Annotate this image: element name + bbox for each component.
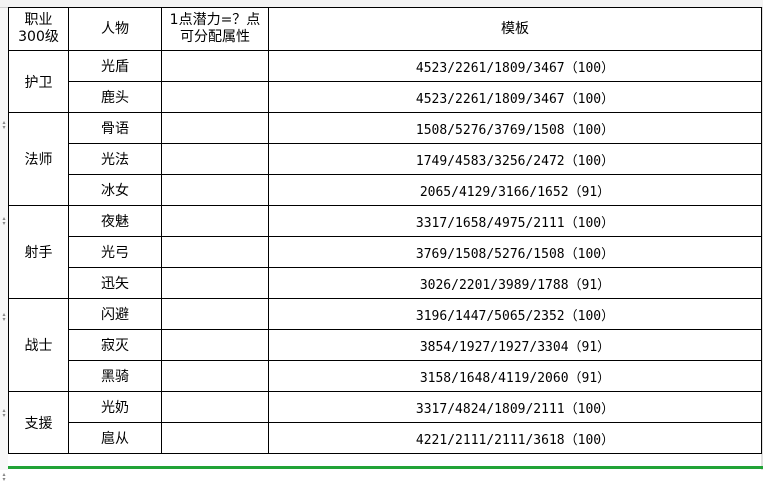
template-cell[interactable]: 2065/4129/3166/1652（91） <box>268 174 762 206</box>
template-cell[interactable]: 1749/4583/3256/2472（100） <box>268 143 762 175</box>
potential-cell[interactable] <box>161 205 269 237</box>
potential-cell[interactable] <box>161 360 269 392</box>
header-row: 职业 300级 人物 1点潜力=？点 可分配属性 模板 <box>8 7 762 51</box>
table-row: 迅矢 3026/2201/3989/1788（91） <box>9 267 762 299</box>
potential-cell[interactable] <box>161 391 269 423</box>
potential-cell[interactable] <box>161 50 269 82</box>
header-template[interactable]: 模板 <box>268 7 762 51</box>
character-cell[interactable]: 黑骑 <box>68 360 162 392</box>
potential-cell[interactable] <box>161 267 269 299</box>
character-cell[interactable]: 冰女 <box>68 174 162 206</box>
character-cell[interactable]: 扈从 <box>68 422 162 454</box>
header-job[interactable]: 职业 300级 <box>8 7 69 51</box>
character-cell[interactable]: 骨语 <box>68 112 162 144</box>
template-cell[interactable]: 3769/1508/5276/1508（100） <box>268 236 762 268</box>
job-cell[interactable]: 支援 <box>8 391 69 454</box>
potential-cell[interactable] <box>161 236 269 268</box>
character-template-table: 职业 300级 人物 1点潜力=？点 可分配属性 模板 护卫 光盾 4523/226… <box>8 7 762 454</box>
potential-cell[interactable] <box>161 298 269 330</box>
potential-cell[interactable] <box>161 174 269 206</box>
template-cell[interactable]: 1508/5276/3769/1508（100） <box>268 112 762 144</box>
table-row: 法师 骨语 1508/5276/3769/1508（100） <box>8 112 762 206</box>
character-cell[interactable]: 夜魅 <box>68 205 162 237</box>
table-row: 光弓 3769/1508/5276/1508（100） <box>9 236 762 268</box>
table-row: 战士 闪避 3196/1447/5065/2352（100） <box>8 298 762 392</box>
table-row: 护卫 光盾 4523/2261/1809/3467（100） <box>8 50 762 113</box>
template-cell[interactable]: 3196/1447/5065/2352（100） <box>268 298 762 330</box>
character-cell[interactable]: 寂灭 <box>68 329 162 361</box>
template-cell[interactable]: 3026/2201/3989/1788（91） <box>268 267 762 299</box>
character-cell[interactable]: 光弓 <box>68 236 162 268</box>
gridline <box>761 8 763 470</box>
character-cell[interactable]: 鹿头 <box>68 81 162 113</box>
table-row: 扈从 4221/2111/2111/3618（100） <box>9 422 762 454</box>
group-toggle-icon[interactable]: ▴ ▾ <box>2 119 6 131</box>
template-cell[interactable]: 4221/2111/2111/3618（100） <box>268 422 762 454</box>
template-cell[interactable]: 4523/2261/1809/3467（100） <box>268 50 762 82</box>
group-toggle-icon[interactable]: ▴ ▾ <box>2 407 6 419</box>
potential-cell[interactable] <box>161 329 269 361</box>
potential-cell[interactable] <box>161 81 269 113</box>
job-cell[interactable]: 射手 <box>8 205 69 299</box>
template-cell[interactable]: 3854/1927/1927/3304（91） <box>268 329 762 361</box>
template-cell[interactable]: 3317/4824/1809/2111（100） <box>268 391 762 423</box>
table-row: 支援 光奶 3317/4824/1809/2111（100） <box>8 391 762 454</box>
row-group-gutter <box>0 8 8 470</box>
table-row: 黑骑 3158/1648/4119/2060（91） <box>9 360 762 392</box>
header-potential[interactable]: 1点潜力=？点 可分配属性 <box>161 7 269 51</box>
table-row: 光法 1749/4583/3256/2472（100） <box>9 143 762 175</box>
template-cell[interactable]: 4523/2261/1809/3467（100） <box>268 81 762 113</box>
header-character[interactable]: 人物 <box>68 7 162 51</box>
character-cell[interactable]: 迅矢 <box>68 267 162 299</box>
character-cell[interactable]: 光盾 <box>68 50 162 82</box>
table-row: 射手 夜魅 3317/1658/4975/2111（100） <box>8 205 762 299</box>
template-cell[interactable]: 3158/1648/4119/2060（91） <box>268 360 762 392</box>
job-cell[interactable]: 护卫 <box>8 50 69 113</box>
table-row: 寂灭 3854/1927/1927/3304（91） <box>9 329 762 361</box>
potential-cell[interactable] <box>161 143 269 175</box>
table-row: 鹿头 4523/2261/1809/3467（100） <box>9 81 762 113</box>
group-toggle-icon[interactable]: ▴ ▾ <box>2 215 6 227</box>
table-row: 冰女 2065/4129/3166/1652（91） <box>9 174 762 206</box>
group-toggle-icon[interactable]: ▴ ▾ <box>2 311 6 323</box>
character-cell[interactable]: 闪避 <box>68 298 162 330</box>
job-cell[interactable]: 战士 <box>8 298 69 392</box>
character-cell[interactable]: 光奶 <box>68 391 162 423</box>
potential-cell[interactable] <box>161 422 269 454</box>
template-cell[interactable]: 3317/1658/4975/2111（100） <box>268 205 762 237</box>
character-cell[interactable]: 光法 <box>68 143 162 175</box>
job-cell[interactable]: 法师 <box>8 112 69 206</box>
potential-cell[interactable] <box>161 112 269 144</box>
group-toggle-icon[interactable]: ▴ ▾ <box>2 471 6 483</box>
selection-border <box>8 466 763 469</box>
